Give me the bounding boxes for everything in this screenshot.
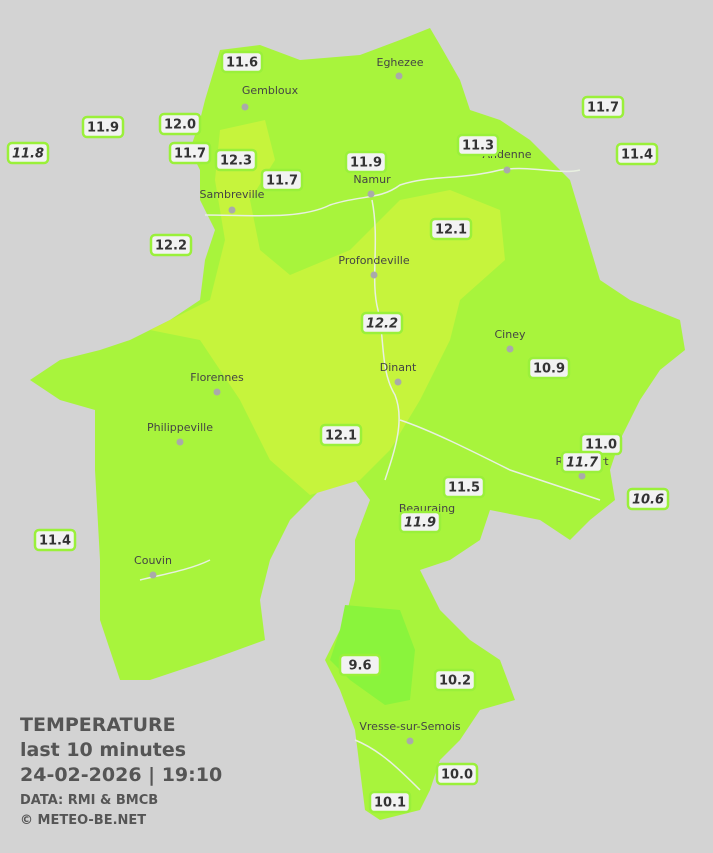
station-box [260, 168, 304, 192]
station-value: 11.9 [404, 516, 436, 531]
station-value: 9.6 [348, 659, 371, 674]
town-dot [503, 166, 511, 174]
station-value: 12.2 [366, 317, 398, 332]
station-value: 11.0 [585, 438, 617, 453]
station-box [214, 148, 258, 172]
station-value: 11.5 [448, 481, 480, 496]
legend-period: last 10 minutes [20, 739, 186, 761]
station-box [344, 150, 388, 174]
station-value: 12.1 [325, 429, 357, 444]
station-box [338, 653, 382, 677]
station-value: 12.1 [435, 223, 467, 238]
station-value: 11.7 [587, 101, 619, 116]
station-box [319, 423, 363, 447]
station-value: 11.4 [621, 148, 653, 163]
station-value: 11.7 [266, 174, 298, 189]
town-label: Sambreville [200, 188, 265, 201]
town-label: Gembloux [242, 84, 299, 97]
warm-zone [150, 120, 505, 495]
station-box [360, 311, 404, 335]
town-label: Ciney [495, 328, 526, 341]
town-label: Namur [353, 173, 391, 186]
legend-datetime: 24-02-2026 | 19:10 [20, 764, 222, 786]
station-box [158, 112, 202, 136]
station-box [398, 510, 442, 534]
station-box [6, 141, 50, 165]
station-value: 10.0 [441, 768, 473, 783]
town-dot [406, 737, 414, 745]
town-dot [176, 438, 184, 446]
town-label: Florennes [190, 371, 244, 384]
station-value: 11.7 [174, 147, 206, 162]
station-box [81, 115, 125, 139]
town-label: Dinant [380, 361, 417, 374]
legend-source: DATA: RMI & BMCB [20, 793, 158, 808]
station-box [168, 141, 212, 165]
station-box [527, 356, 571, 380]
station-box [442, 475, 486, 499]
station-value: 11.3 [462, 139, 494, 154]
station-value: 10.2 [439, 674, 471, 689]
river [139, 167, 601, 791]
station-value: 10.1 [374, 796, 406, 811]
legend-copyright: © METEO-BE.NET [20, 813, 146, 828]
station-box [368, 790, 412, 814]
station-value: 11.8 [12, 147, 44, 162]
station-box [615, 142, 659, 166]
station-value: 12.0 [164, 118, 196, 133]
town-dot [370, 271, 378, 279]
station-value: 12.3 [220, 154, 252, 169]
legend-title: TEMPERATURE [20, 714, 176, 736]
town-label: Eghezee [377, 56, 424, 69]
town-dot [228, 206, 236, 214]
station-value: 11.7 [566, 456, 599, 471]
station-box [435, 762, 479, 786]
station-box [33, 528, 77, 552]
station-value: 11.4 [39, 534, 71, 549]
station-box [149, 233, 193, 257]
town-label: Couvin [134, 554, 172, 567]
town-label: Philippeville [147, 421, 213, 434]
station-value: 11.6 [226, 56, 258, 71]
town-dot [149, 571, 157, 579]
station-value: 12.2 [155, 239, 187, 254]
town-dot [367, 190, 375, 198]
town-dot [213, 388, 221, 396]
town-dot [241, 103, 249, 111]
station-box [220, 50, 264, 74]
station-box [429, 217, 473, 241]
station-box [626, 487, 670, 511]
station-box [433, 668, 477, 692]
station-value: 11.9 [87, 121, 119, 136]
town-label: Vresse-sur-Semois [359, 720, 461, 733]
station-value: 10.9 [533, 362, 565, 377]
town-dot [395, 72, 403, 80]
town-label: Profondeville [338, 254, 409, 267]
station-value: 11.9 [350, 156, 382, 171]
station-box [456, 133, 500, 157]
town-dot [506, 345, 514, 353]
station-value: 10.6 [632, 493, 664, 508]
station-box [560, 450, 604, 474]
station-box [581, 95, 625, 119]
town-dot [578, 472, 586, 480]
town-dot [394, 378, 402, 386]
